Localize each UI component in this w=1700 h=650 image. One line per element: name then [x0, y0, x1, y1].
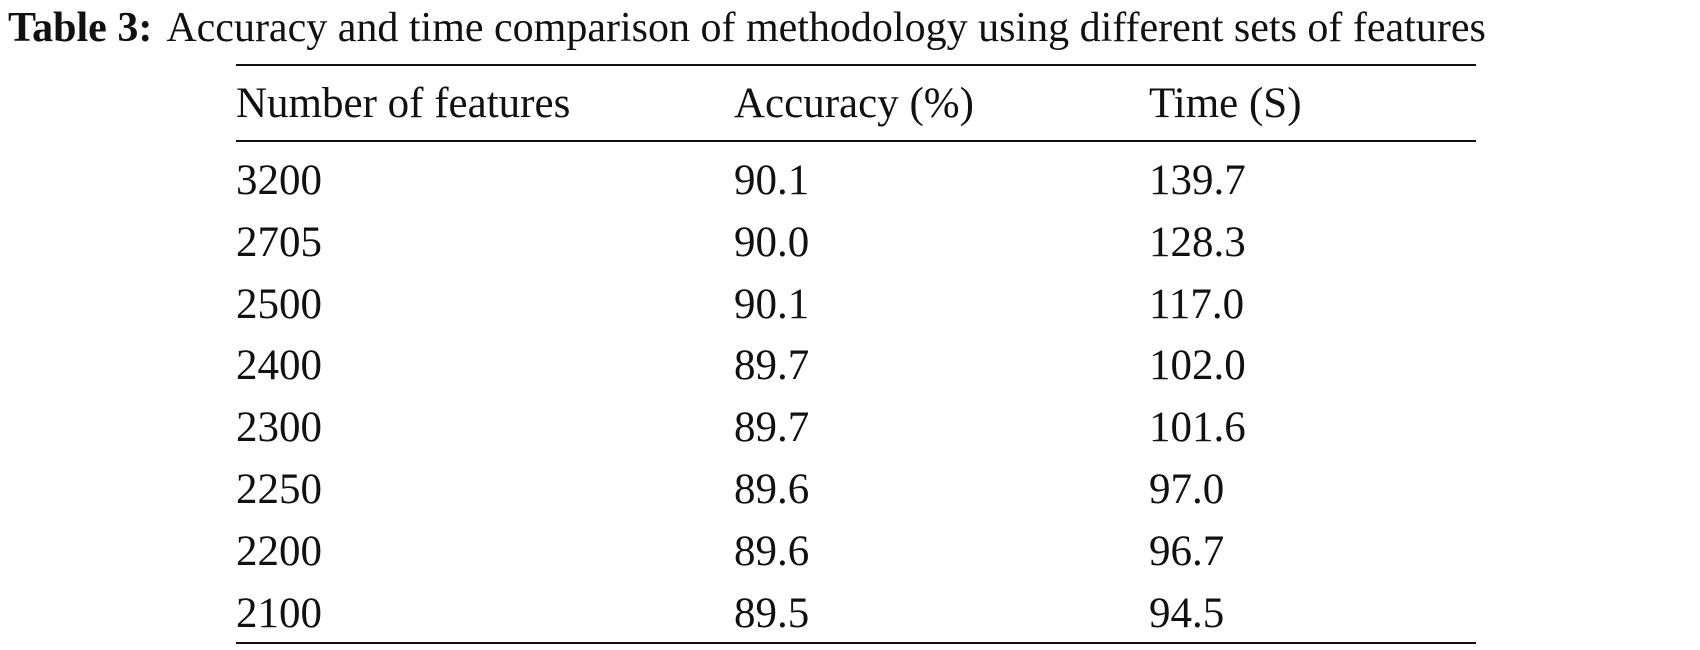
cell: 2400: [236, 342, 322, 390]
header-cell: Time (S): [1149, 80, 1302, 127]
top-rule: [236, 64, 1476, 66]
header-rule: [236, 140, 1476, 142]
bottom-rule: [236, 642, 1476, 644]
caption: Table 3: Accuracy and time comparison of …: [8, 4, 1486, 52]
cell: 89.7: [734, 342, 810, 390]
caption-label: Table 3:: [8, 5, 153, 51]
cell: 2705: [236, 218, 322, 266]
cell: 94.5: [1149, 589, 1225, 637]
cell: 2300: [236, 404, 322, 452]
cell: 3200: [236, 157, 322, 204]
cell: 90.0: [734, 218, 810, 266]
cell: 97.0: [1149, 466, 1225, 513]
caption-text: Accuracy and time comparison of methodol…: [166, 5, 1486, 51]
cell: 2500: [236, 280, 322, 328]
cell: 89.7: [734, 404, 810, 452]
cell: 89.5: [734, 589, 810, 637]
cell: 90.1: [734, 280, 810, 328]
cell: 128.3: [1149, 218, 1246, 266]
cell: 2200: [236, 527, 322, 575]
cell: 139.7: [1149, 157, 1246, 204]
cell: 101.6: [1149, 404, 1246, 452]
cell: 89.6: [734, 466, 810, 513]
cell: 117.0: [1149, 280, 1245, 328]
header-cell: Number of features: [236, 80, 571, 127]
cell: 102.0: [1149, 342, 1246, 390]
header-cell: Accuracy (%): [734, 80, 974, 127]
cell: 96.7: [1149, 527, 1225, 575]
cell: 2100: [236, 589, 322, 637]
cell: 2250: [236, 466, 322, 513]
cell: 89.6: [734, 527, 810, 575]
cell: 90.1: [734, 157, 810, 204]
